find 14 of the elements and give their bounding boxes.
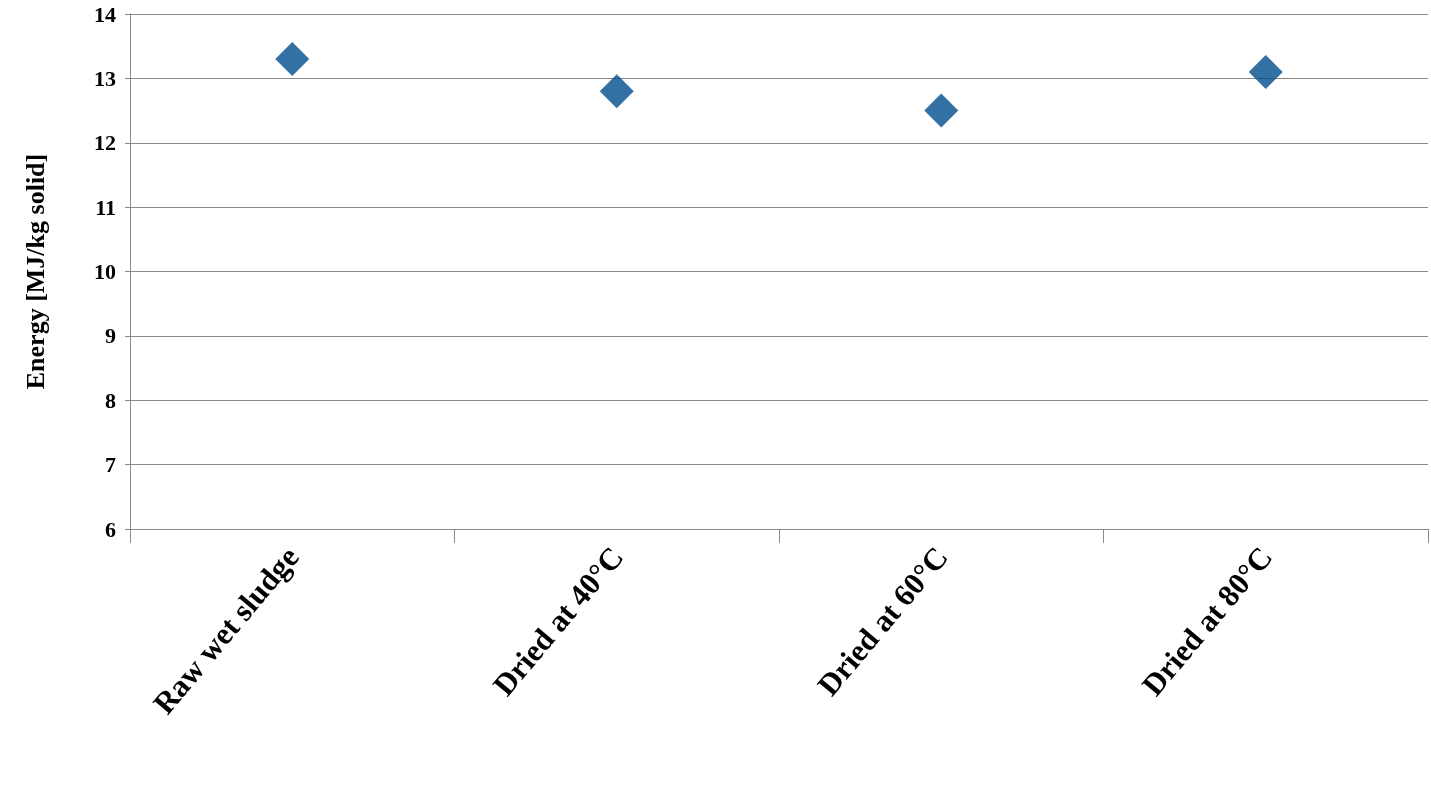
y-tick-label: 9 bbox=[105, 323, 116, 349]
y-tick-label: 13 bbox=[94, 65, 116, 91]
y-tick-label: 6 bbox=[105, 516, 116, 542]
y-tick-label: 8 bbox=[105, 387, 116, 413]
y-tick-label: 10 bbox=[94, 259, 116, 284]
y-tick-label: 12 bbox=[94, 130, 116, 156]
point bbox=[924, 93, 959, 128]
y-tick-label: 14 bbox=[94, 1, 116, 27]
point bbox=[599, 74, 634, 109]
y-tick-label: 7 bbox=[105, 452, 116, 478]
y-axis-title: Energy [MJ/kg solid] bbox=[20, 153, 50, 390]
y-tick-label: 11 bbox=[95, 194, 116, 220]
point bbox=[1248, 54, 1283, 89]
point bbox=[275, 42, 310, 77]
